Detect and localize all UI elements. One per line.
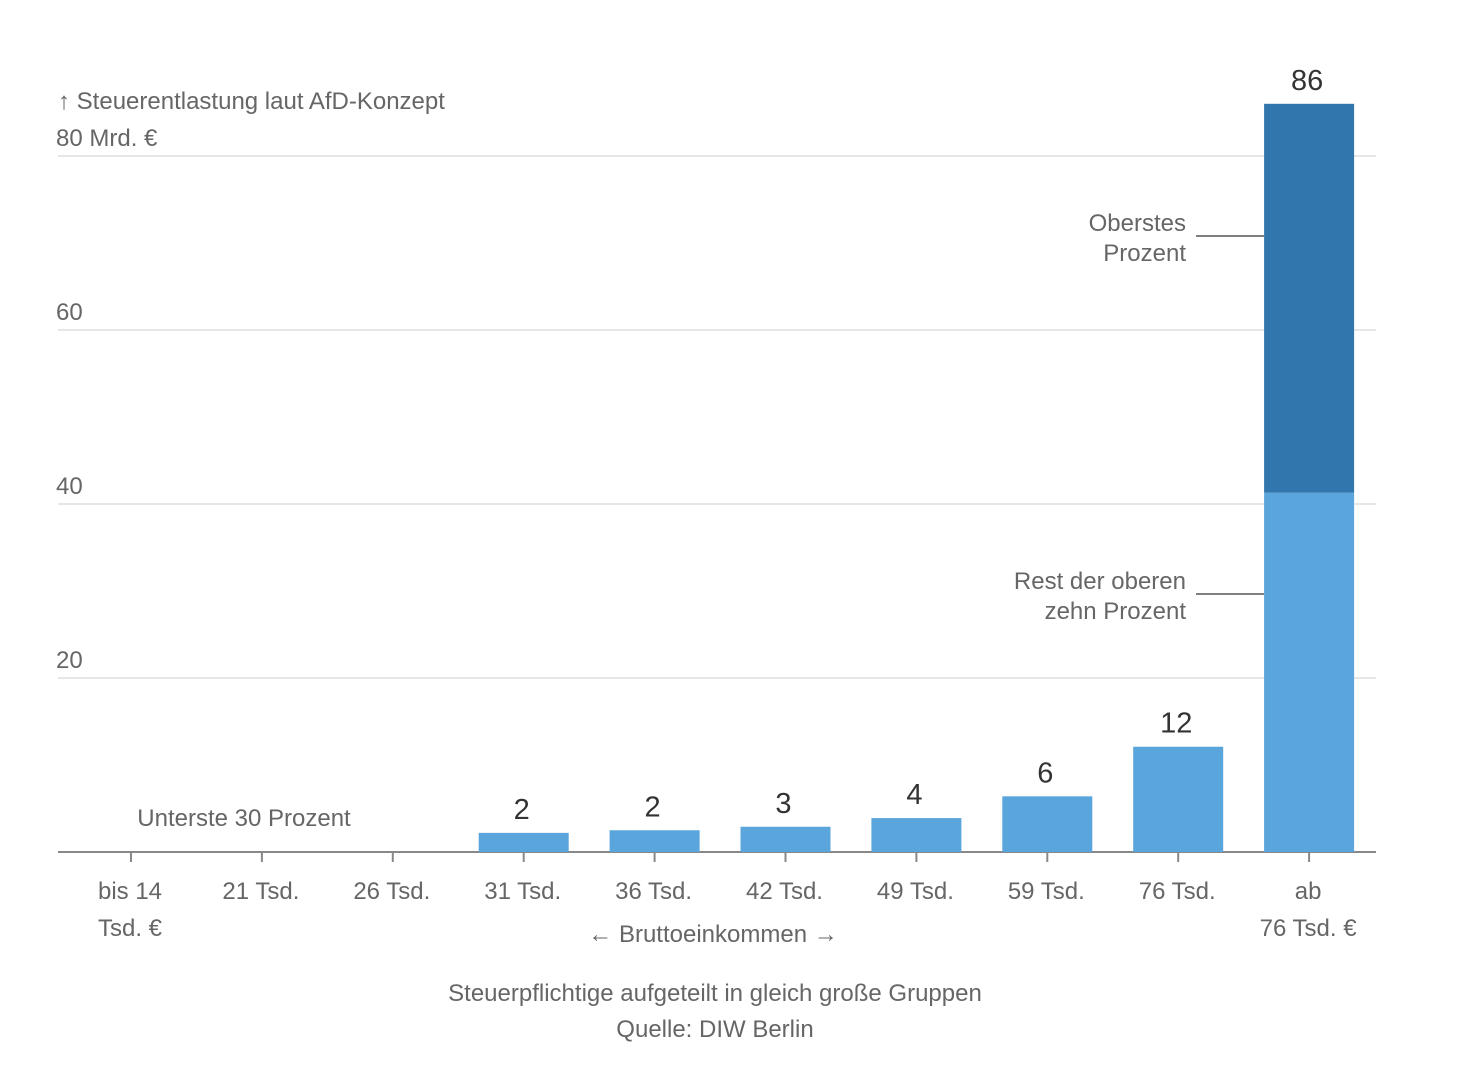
bar-rest-top-ten	[740, 826, 831, 852]
x-tick-label: 36 Tsd.	[615, 878, 692, 905]
annotation-top-percent-1: Oberstes	[1089, 210, 1186, 237]
x-axis-title: ← Bruttoeinkommen →	[588, 921, 837, 948]
chart-note: Steuerpflichtige aufgeteilt in gleich gr…	[448, 980, 982, 1007]
y-tick-label: 60	[56, 299, 83, 326]
x-tick-label: 26 Tsd.	[353, 878, 430, 905]
y-axis-title: ↑ Steuerentlastung laut AfD-Konzept	[58, 88, 445, 115]
y-tick-label: 80 Mrd. €	[56, 125, 158, 152]
bar-rest-top-ten	[871, 818, 962, 852]
x-tick-label: 42 Tsd.	[746, 878, 823, 905]
y-tick-label: 40	[56, 473, 83, 500]
bar-rest-top-ten	[609, 830, 700, 852]
x-tick-label: Tsd. €	[98, 915, 163, 942]
annotation-bottom-group: Unterste 30 Prozent	[137, 805, 351, 832]
annotation-top-percent-2: Prozent	[1103, 240, 1186, 267]
bar-rest-top-ten	[1133, 746, 1224, 852]
x-tick-label: 76 Tsd.	[1139, 878, 1216, 905]
bar-rest-top-ten	[1264, 492, 1355, 852]
y-tick-label: 20	[56, 647, 83, 674]
x-tick-label: bis 14	[98, 878, 162, 905]
x-tick-label: 49 Tsd.	[877, 878, 954, 905]
bar-top-percent	[1264, 103, 1355, 493]
data-label: 4	[906, 779, 922, 811]
x-tick-label: 31 Tsd.	[484, 878, 561, 905]
x-tick-label: 59 Tsd.	[1008, 878, 1085, 905]
data-label: 6	[1037, 757, 1053, 789]
data-label: 12	[1160, 708, 1192, 740]
data-label: 2	[645, 791, 661, 823]
x-tick-label: 76 Tsd. €	[1260, 915, 1358, 942]
annotation-rest-top-ten-2: zehn Prozent	[1045, 598, 1187, 625]
chart-source: Quelle: DIW Berlin	[616, 1016, 813, 1043]
data-label: 2	[514, 794, 530, 826]
bar-rest-top-ten	[478, 832, 569, 852]
x-tick-label: ab	[1295, 878, 1322, 905]
data-label: 86	[1291, 65, 1323, 97]
annotation-rest-top-ten-1: Rest der oberen	[1014, 568, 1186, 595]
x-tick-label: 21 Tsd.	[222, 878, 299, 905]
bar-rest-top-ten	[1002, 796, 1093, 852]
data-label: 3	[775, 788, 791, 820]
